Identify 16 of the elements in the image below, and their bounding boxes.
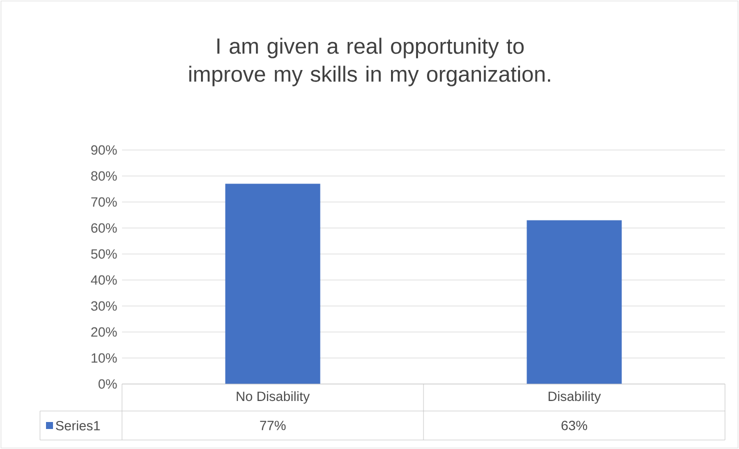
data-label: 63% (562, 420, 588, 430)
y-tick-label: 0% (98, 379, 117, 389)
x-tick-label: No Disability (236, 391, 310, 404)
y-tick-label: 40% (90, 275, 117, 285)
y-tick-label: 70% (91, 197, 117, 207)
y-tick-label: 30% (91, 301, 117, 311)
y-tick-label: 20% (91, 327, 117, 337)
y-tick-label: 60% (91, 223, 117, 233)
x-tick-label: Disability (548, 391, 601, 404)
y-tick-label: 90% (91, 145, 117, 155)
data-label: 77% (260, 420, 286, 430)
y-tick-label: 10% (92, 353, 117, 363)
chart-title: I am given a real opportunity to improve my skills in my organization. (189, 38, 550, 86)
y-tick-label: 50% (91, 249, 117, 259)
legend-label: Series1 (56, 420, 100, 430)
y-tick-label: 80% (91, 171, 117, 181)
